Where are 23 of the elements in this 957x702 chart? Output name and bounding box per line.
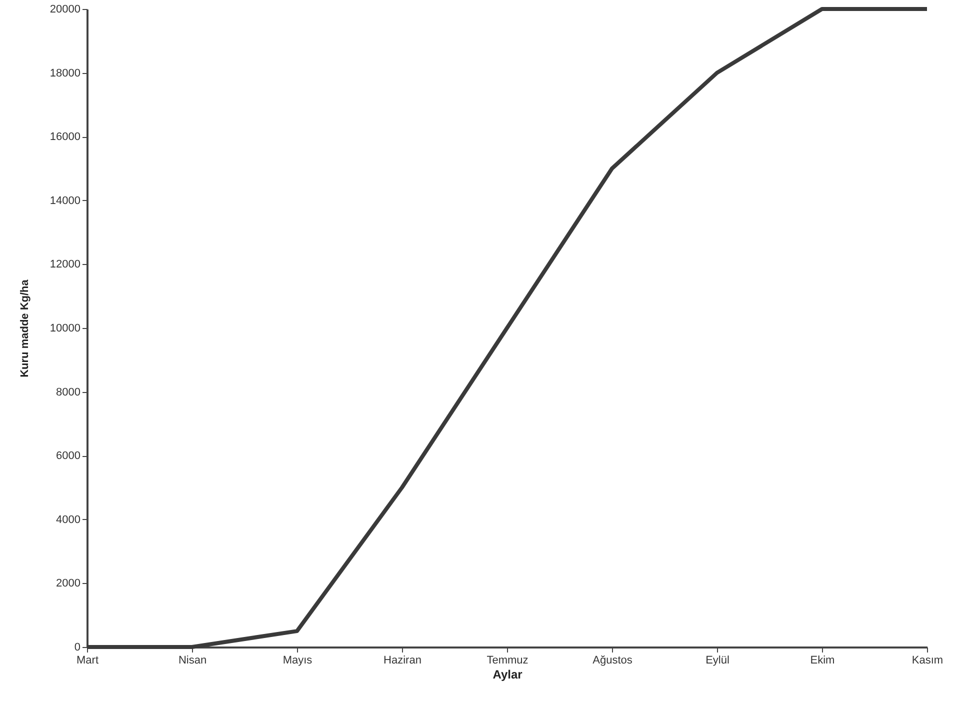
y-tick-label: 16000 [50, 131, 80, 144]
y-tick-label: 20000 [50, 4, 80, 16]
y-tick-label: 2000 [56, 578, 80, 590]
y-tick-label: 8000 [56, 386, 80, 398]
y-tick-label: 0 [74, 642, 80, 654]
y-axis-title: Kuru madde Kg/ha [18, 278, 31, 378]
x-tick-label: Mart [76, 654, 98, 666]
x-tick-label: Mayıs [282, 654, 313, 666]
x-tick-label: Haziran [384, 654, 422, 666]
x-tick-label: Kasım [912, 654, 944, 666]
x-tick-label: Ekim [810, 654, 835, 666]
x-tick-label: Eylül [706, 654, 730, 666]
line-series [85, 7, 929, 649]
y-tick-label: 10000 [50, 322, 80, 334]
y-tick-label: 4000 [56, 514, 80, 526]
x-tick-label: Temmuz [486, 654, 528, 666]
y-tick-label: 6000 [56, 450, 80, 462]
y-tick-label: 18000 [50, 67, 80, 80]
x-tick-label: Ağustos [592, 654, 633, 666]
y-tick-label: 12000 [50, 258, 80, 271]
y-tick-label: 14000 [50, 194, 80, 207]
x-tick-label: Nisan [178, 654, 207, 666]
x-axis-title: Aylar [492, 668, 523, 682]
